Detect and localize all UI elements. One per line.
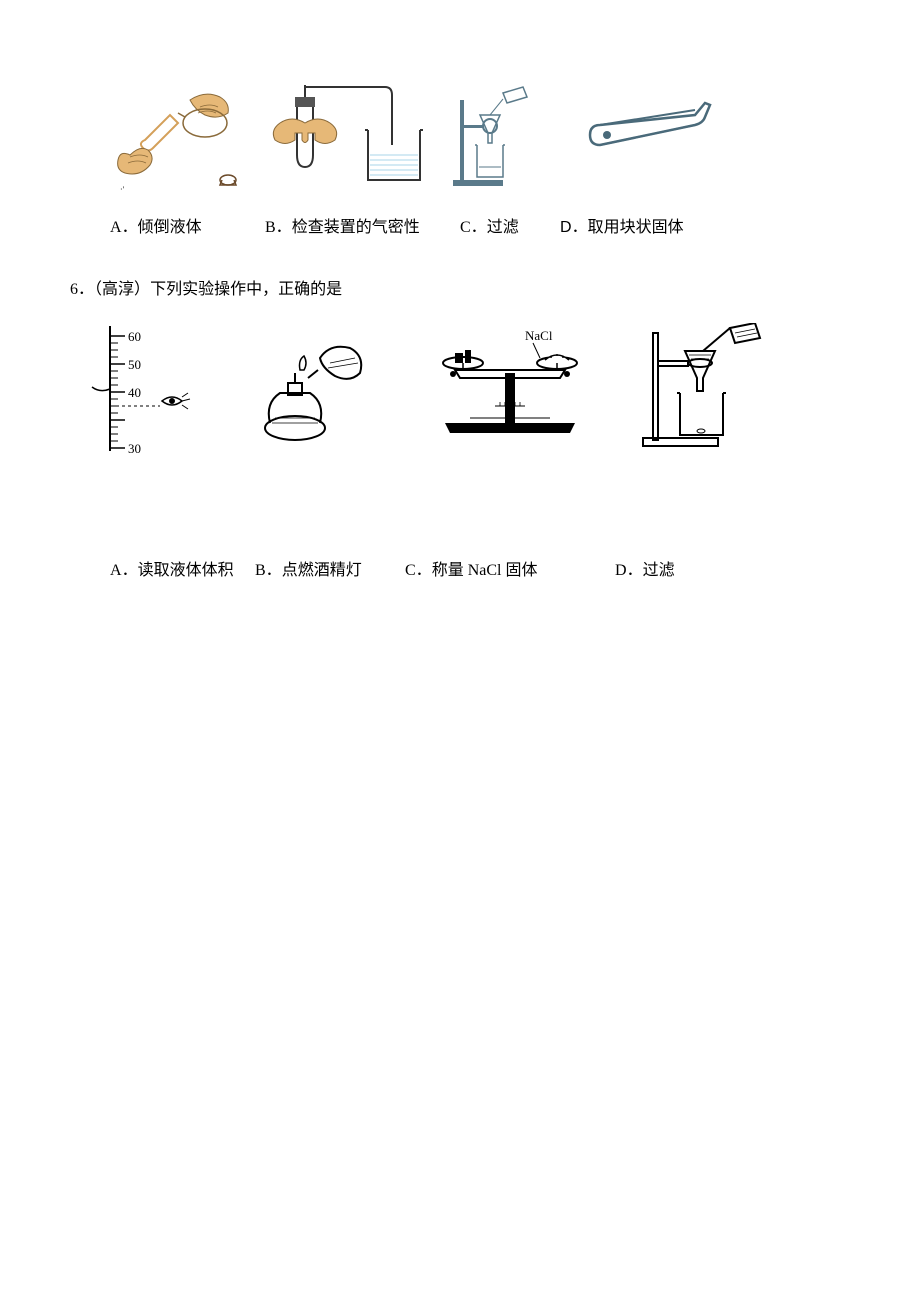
q6-stem-text: 下列实验操作中，正确的是 [150, 281, 342, 298]
q5-option-B: B．检查装置的气密性 [265, 213, 460, 237]
option-sep: ． [266, 562, 282, 579]
q6-option-labels: A．读取液体体积 B．点燃酒精灯 C．称量 NaCl 固体 D．过滤 [90, 556, 860, 580]
q5-option-labels: A．倾倒液体 B．检查装置的气密性 C．过滤 D．取用块状固体 [110, 213, 860, 237]
option-letter: D [615, 562, 627, 579]
q5-option-C: C．过滤 [460, 213, 560, 237]
option-sep: ． [627, 562, 643, 579]
q6-option-D: D．过滤 [615, 556, 715, 580]
q6-source: 高淳 [102, 281, 134, 298]
q6-number-sep: ． [78, 281, 94, 298]
q6-image-D [635, 323, 775, 453]
option-sep: ． [122, 562, 138, 579]
svg-text:·': ·' [120, 185, 125, 194]
q6-image-row: 60 50 40 30 [90, 321, 860, 456]
option-letter: C [460, 219, 471, 236]
option-letter: B [265, 219, 276, 236]
q6-stem: 6．（高淳）下列实验操作中，正确的是 [70, 277, 860, 303]
option-text: 点燃酒精灯 [282, 562, 362, 579]
q6-source-open: （ [94, 281, 102, 298]
option-sep: ． [572, 219, 588, 236]
q5-image-D [555, 85, 720, 195]
q6-source-close: ） [134, 281, 150, 298]
option-sep: ． [416, 562, 432, 579]
option-sep: ． [471, 219, 487, 236]
option-text: 过滤 [643, 562, 675, 579]
tick-40: 40 [128, 385, 141, 400]
q6-option-B: B．点燃酒精灯 [255, 556, 405, 580]
q5-image-B [270, 85, 435, 195]
option-letter: C [405, 562, 416, 579]
tick-30: 30 [128, 441, 141, 456]
option-letter: A [110, 562, 122, 579]
option-sep: ． [122, 219, 138, 236]
option-sep: ． [276, 219, 292, 236]
q5-image-A: ·' [110, 85, 260, 195]
option-letter: A [110, 219, 122, 236]
tick-50: 50 [128, 357, 141, 372]
q5-option-D: D．取用块状固体 [560, 213, 710, 237]
option-text: 过滤 [487, 219, 519, 236]
nacl-label: NaCl [525, 328, 553, 343]
q5-image-row: ·' [110, 85, 860, 195]
option-text: 称量 NaCl 固体 [432, 562, 538, 579]
q6-option-A: A．读取液体体积 [90, 556, 255, 580]
q6-option-C: C．称量 NaCl 固体 [405, 556, 615, 580]
q6-image-B [250, 328, 385, 448]
q6-number: 6 [70, 281, 78, 298]
q5-option-A: A．倾倒液体 [110, 213, 265, 237]
option-text: 倾倒液体 [138, 219, 202, 236]
option-text: 检查装置的气密性 [292, 219, 420, 236]
q6-image-C: NaCl [425, 328, 595, 448]
option-letter: D [560, 219, 572, 236]
q6-image-A: 60 50 40 30 [90, 321, 210, 456]
option-text: 取用块状固体 [588, 219, 684, 236]
tick-60: 60 [128, 329, 141, 344]
option-text: 读取液体体积 [138, 562, 234, 579]
option-letter: B [255, 562, 266, 579]
q5-image-C [445, 85, 545, 195]
